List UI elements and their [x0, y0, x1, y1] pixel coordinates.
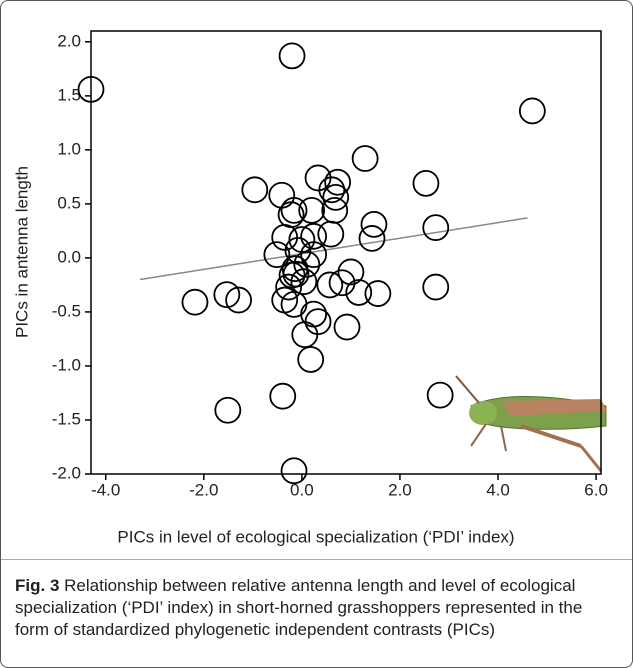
data-point [271, 223, 299, 251]
data-point [280, 457, 308, 485]
data-point [297, 346, 325, 373]
data-point [318, 176, 346, 204]
data-point [275, 273, 303, 301]
data-point [304, 308, 332, 336]
separator [1, 559, 632, 560]
data-point [214, 396, 242, 424]
caption-text: Relationship between relative antenna le… [15, 576, 583, 639]
data-point [518, 97, 546, 125]
plot-frame [90, 30, 602, 475]
y-tick-label: 2.0 [57, 31, 81, 50]
data-point [268, 181, 296, 209]
y-tick-label: -0.5 [52, 301, 81, 320]
data-point [422, 273, 450, 301]
x-tick-label: 6.0 [584, 480, 608, 499]
y-tick-label: 0.5 [57, 193, 81, 212]
data-point [300, 222, 328, 250]
data-point [225, 286, 253, 314]
data-point [317, 220, 345, 248]
data-point [280, 290, 308, 318]
data-point [322, 183, 350, 211]
x-tick-label: 0.0 [290, 480, 314, 499]
data-point [213, 281, 241, 309]
data-point [345, 279, 373, 306]
x-tick-label: 4.0 [486, 480, 510, 499]
caption: Fig. 3 Relationship between relative ant… [15, 575, 615, 641]
y-tick-label: -1.0 [52, 355, 81, 374]
trend-line [139, 217, 528, 281]
data-point [300, 241, 328, 269]
data-point [77, 75, 105, 103]
data-point [358, 225, 386, 252]
x-axis-label: PICs in level of ecological specializati… [117, 527, 514, 546]
data-point [364, 280, 392, 307]
data-point [241, 176, 269, 204]
y-tick-label: 1.0 [57, 139, 81, 158]
y-axis-label: PICs in antenna length [12, 166, 31, 338]
data-point [293, 250, 321, 278]
data-point [422, 214, 450, 242]
data-point [290, 268, 318, 296]
data-point [284, 236, 312, 264]
data-point [333, 313, 361, 341]
x-tick-label: -2.0 [189, 480, 218, 499]
data-point [412, 169, 440, 197]
grasshopper-illustration [455, 375, 607, 472]
y-tick-label: 0.0 [57, 247, 81, 266]
chart: PICs in level of ecological specializati… [12, 30, 608, 546]
data-point [426, 381, 454, 409]
data-point [181, 288, 209, 316]
x-tick-label: -4.0 [91, 480, 120, 499]
data-point [269, 382, 297, 410]
x-tick-label: 2.0 [388, 480, 412, 499]
data-point [351, 145, 379, 172]
data-point [278, 42, 306, 70]
data-point [324, 168, 352, 196]
data-point [316, 271, 344, 299]
caption-label: Fig. 3 [15, 576, 60, 595]
data-point [328, 269, 356, 297]
data-point [280, 196, 308, 224]
y-tick-label: -1.5 [52, 409, 81, 428]
data-point [298, 196, 326, 224]
y-tick-label: -2.0 [52, 463, 81, 482]
data-point [337, 258, 365, 286]
data-point [291, 321, 319, 349]
data-point [263, 241, 291, 269]
y-tick-label: 1.5 [57, 85, 81, 104]
data-point [360, 211, 388, 238]
